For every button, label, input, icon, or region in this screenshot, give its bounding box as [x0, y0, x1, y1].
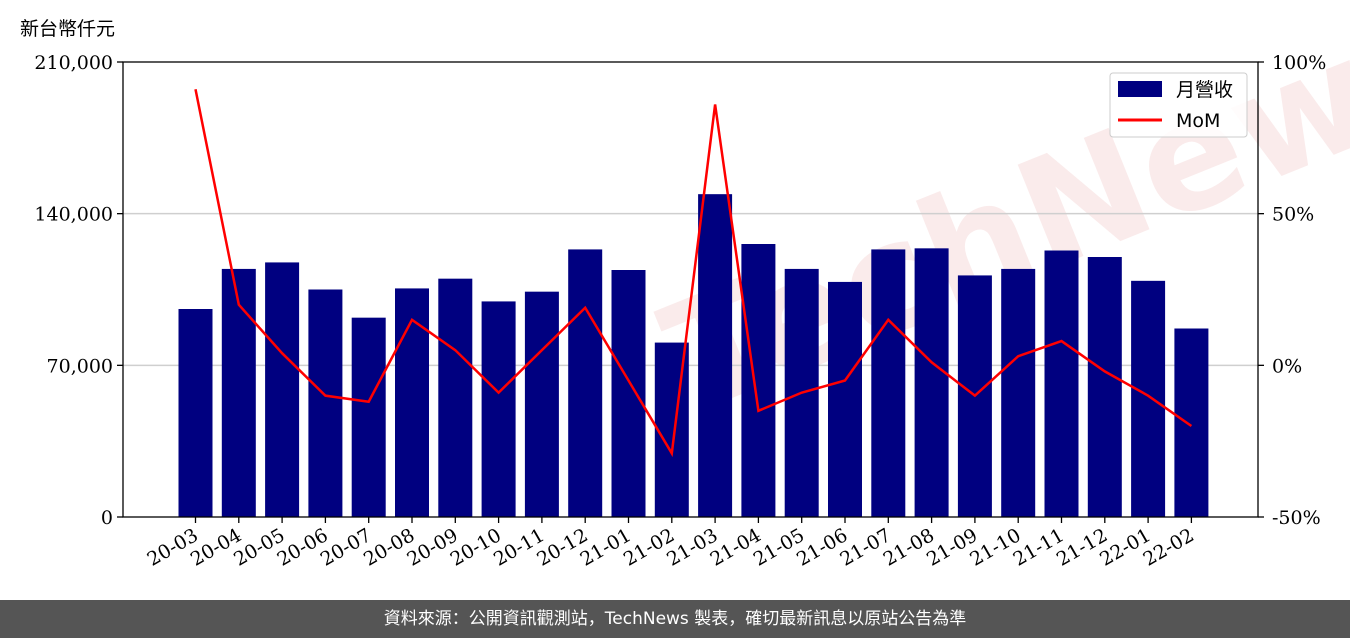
revenue-chart: TechNews070,000140,000210,000-50%0%50%10… — [34, 0, 1350, 571]
left-tick-label: 140,000 — [34, 204, 113, 226]
bar-20-08 — [395, 288, 429, 517]
bar-20-11 — [524, 291, 559, 517]
bar-20-04 — [221, 268, 256, 517]
bar-22-01 — [1131, 280, 1166, 517]
bar-20-09 — [438, 278, 473, 517]
bar-20-05 — [265, 262, 300, 517]
bar-21-12 — [1087, 257, 1122, 517]
bar-20-07 — [351, 317, 386, 517]
bar-21-08 — [914, 248, 949, 518]
bar-21-04 — [741, 244, 776, 517]
bar-21-02 — [654, 342, 689, 517]
right-tick-label: -50% — [1272, 507, 1321, 529]
bar-20-06 — [308, 289, 343, 517]
x-tick-label-22-02: 22-02 — [1139, 524, 1197, 570]
legend-label-mom: MoM — [1176, 110, 1220, 132]
bar-21-06 — [828, 281, 862, 517]
bar-20-12 — [568, 249, 603, 517]
bar-21-10 — [1001, 268, 1036, 517]
right-tick-label: 50% — [1272, 204, 1314, 226]
right-tick-label: 100% — [1272, 52, 1326, 74]
mom-line — [194, 89, 1193, 458]
bar-22-02 — [1174, 328, 1209, 517]
bar-21-11 — [1044, 250, 1079, 517]
bar-20-10 — [481, 301, 516, 517]
legend-swatch-bar — [1118, 81, 1162, 97]
bar-21-07 — [871, 249, 906, 517]
legend-label-revenue: 月營收 — [1176, 79, 1233, 101]
left-tick-label: 210,000 — [34, 52, 113, 74]
bar-20-03 — [178, 309, 213, 517]
left-axis-unit-label: 新台幣仟元 — [20, 18, 116, 40]
bar-21-01 — [611, 270, 646, 517]
bar-21-03 — [698, 194, 733, 517]
plot-frame — [122, 61, 1259, 518]
right-tick-label: 0% — [1272, 355, 1302, 377]
left-tick-label: 0 — [101, 507, 113, 529]
left-tick-label: 70,000 — [47, 355, 113, 377]
source-footer: 資料來源：公開資訊觀測站，TechNews 製表，確切最新訊息以原站公告為準 — [0, 600, 1350, 638]
